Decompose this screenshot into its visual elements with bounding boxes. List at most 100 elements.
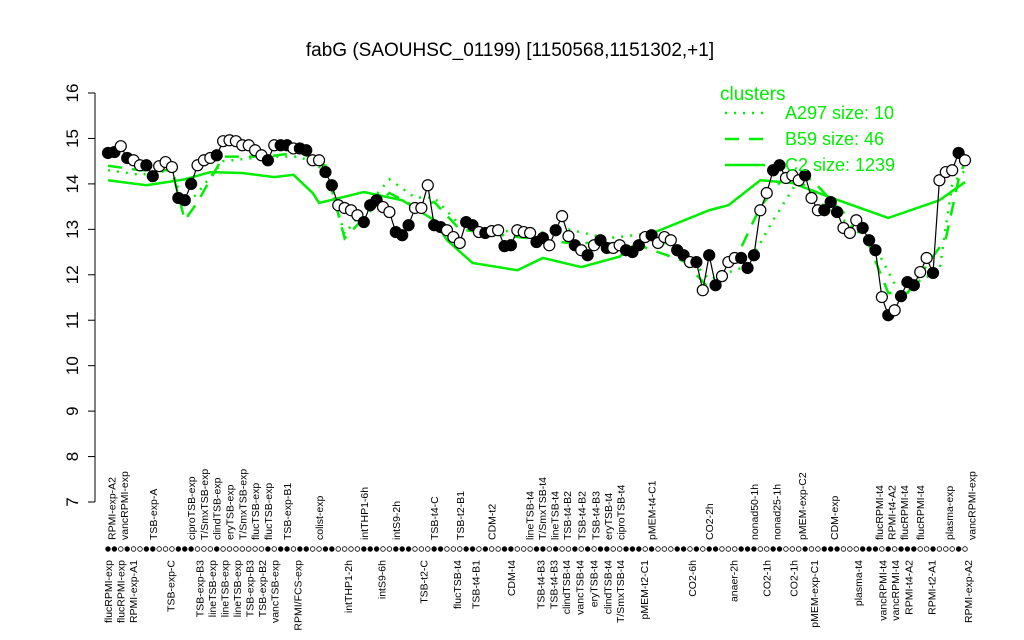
strip-marker [284,546,290,552]
sample-point [357,215,370,229]
strip-marker [514,546,521,552]
strip-marker [693,546,700,552]
strip-marker [591,546,597,552]
sample-point [850,214,863,227]
legend-entry: B59 size: 46 [785,129,884,149]
sample-point [805,191,818,205]
strip-marker [584,546,591,552]
x-label-top: flucRPMI-t4 [915,485,927,540]
x-label-bottom: lineTSB-exp [220,560,232,617]
x-label-bottom: vancTSB-exp [270,560,282,623]
strip-marker [533,546,540,552]
x-label-bottom: intS9-6h [377,560,389,599]
x-label-bottom: RPMI/FCS-exp [292,560,304,631]
strip-marker [770,546,776,552]
strip-marker [194,546,201,552]
strip-marker [648,546,655,552]
x-label-top: TSB-t4-B3 [590,491,602,540]
legend-entry: C2 size: 1239 [785,155,895,175]
y-tick-label: 13 [63,220,82,239]
strip-marker [309,546,316,552]
strip-marker [418,546,425,552]
sample-point [907,279,920,292]
sample-point [555,210,569,223]
strip-marker [450,546,457,552]
x-label-top: vancRPMI-exp [119,471,131,540]
strip-marker [565,546,572,552]
cluster-line-c2 [107,170,966,272]
x-label-bottom: lineTSB-exp [232,560,244,617]
sample-point [799,169,812,182]
sample-point [773,159,786,172]
strip-marker [175,546,182,552]
strip-marker [911,546,917,552]
x-label-top: ciproTSB-exp [186,476,198,540]
strip-marker [143,546,150,552]
x-label-bottom: pMEM-t2-C1 [639,560,651,620]
x-label-bottom: RPMI-t2-A1 [927,560,939,615]
strip-marker [668,546,674,552]
strip-marker [226,546,233,552]
strip-marker [597,546,604,552]
x-label-top: TSB-t2-B1 [455,491,467,540]
x-label-top: flucTSB-exp [263,483,275,540]
sample-point [741,261,754,275]
sample-point [581,249,594,262]
x-label-bottom: CO2-6h [687,560,699,597]
sample-point [319,165,332,179]
x-label-bottom: flucRPMI-exp [103,560,115,623]
strip-marker [616,546,623,552]
y-tick-label: 11 [63,311,82,329]
strip-marker [322,546,329,552]
strip-marker [220,546,226,552]
x-label-top: RPMI-exp-A2 [106,477,118,540]
strip-marker [258,546,265,552]
sample-point [869,244,882,257]
strip-marker [904,546,911,552]
strip-marker [501,546,508,552]
strip-marker [111,546,118,552]
strip-marker [482,546,489,552]
sample-series [101,134,972,322]
strip-marker [604,546,610,552]
strip-marker [469,546,476,552]
y-tick-label: 15 [63,129,82,148]
strip-marker [610,546,616,552]
sample-point [664,234,677,247]
sample-point [549,224,562,237]
strip-marker [687,546,693,552]
sample-point [632,239,645,252]
x-label-top: flucRPMI-t4 [874,485,886,540]
y-axis: 7 8 9 10 11 12 13 14 15 16 [63,84,96,507]
sample-point [875,290,888,304]
sample-point [830,205,844,219]
strip-marker [674,546,680,552]
sample-point [261,154,274,167]
legend-title: clusters [720,84,785,105]
x-label-bottom: TSB-exp-B3 [245,560,257,617]
sample-point [140,159,153,172]
x-label-bottom: CO2-1h [762,560,774,597]
strip-marker [680,546,687,552]
strip-marker [130,546,137,552]
sample-point [524,226,537,240]
strip-marker [489,546,495,552]
x-label-top: T/SmxTSB-exp [237,469,249,540]
strip-marker [917,546,923,552]
x-label-top: CO2-2h [704,503,716,540]
x-label-bottom: intTHP1-2h [343,560,355,613]
strip-marker [252,546,258,552]
strip-marker [955,546,962,552]
sample-point [843,226,856,240]
x-label-bottom: flucTSB-t4 [452,560,464,609]
sample-point [894,290,908,303]
y-tick-label: 7 [63,497,82,506]
strip-marker [578,546,584,552]
strip-marker [277,546,284,552]
strip-marker [789,546,796,552]
x-label-bottom: TSB-t4-B3 [535,560,547,609]
sample-point [396,229,409,242]
x-label-top: RPMI-t4-A2 [886,485,898,540]
x-label-top: intTHP1-6h [359,487,371,540]
strip-marker [316,546,322,552]
